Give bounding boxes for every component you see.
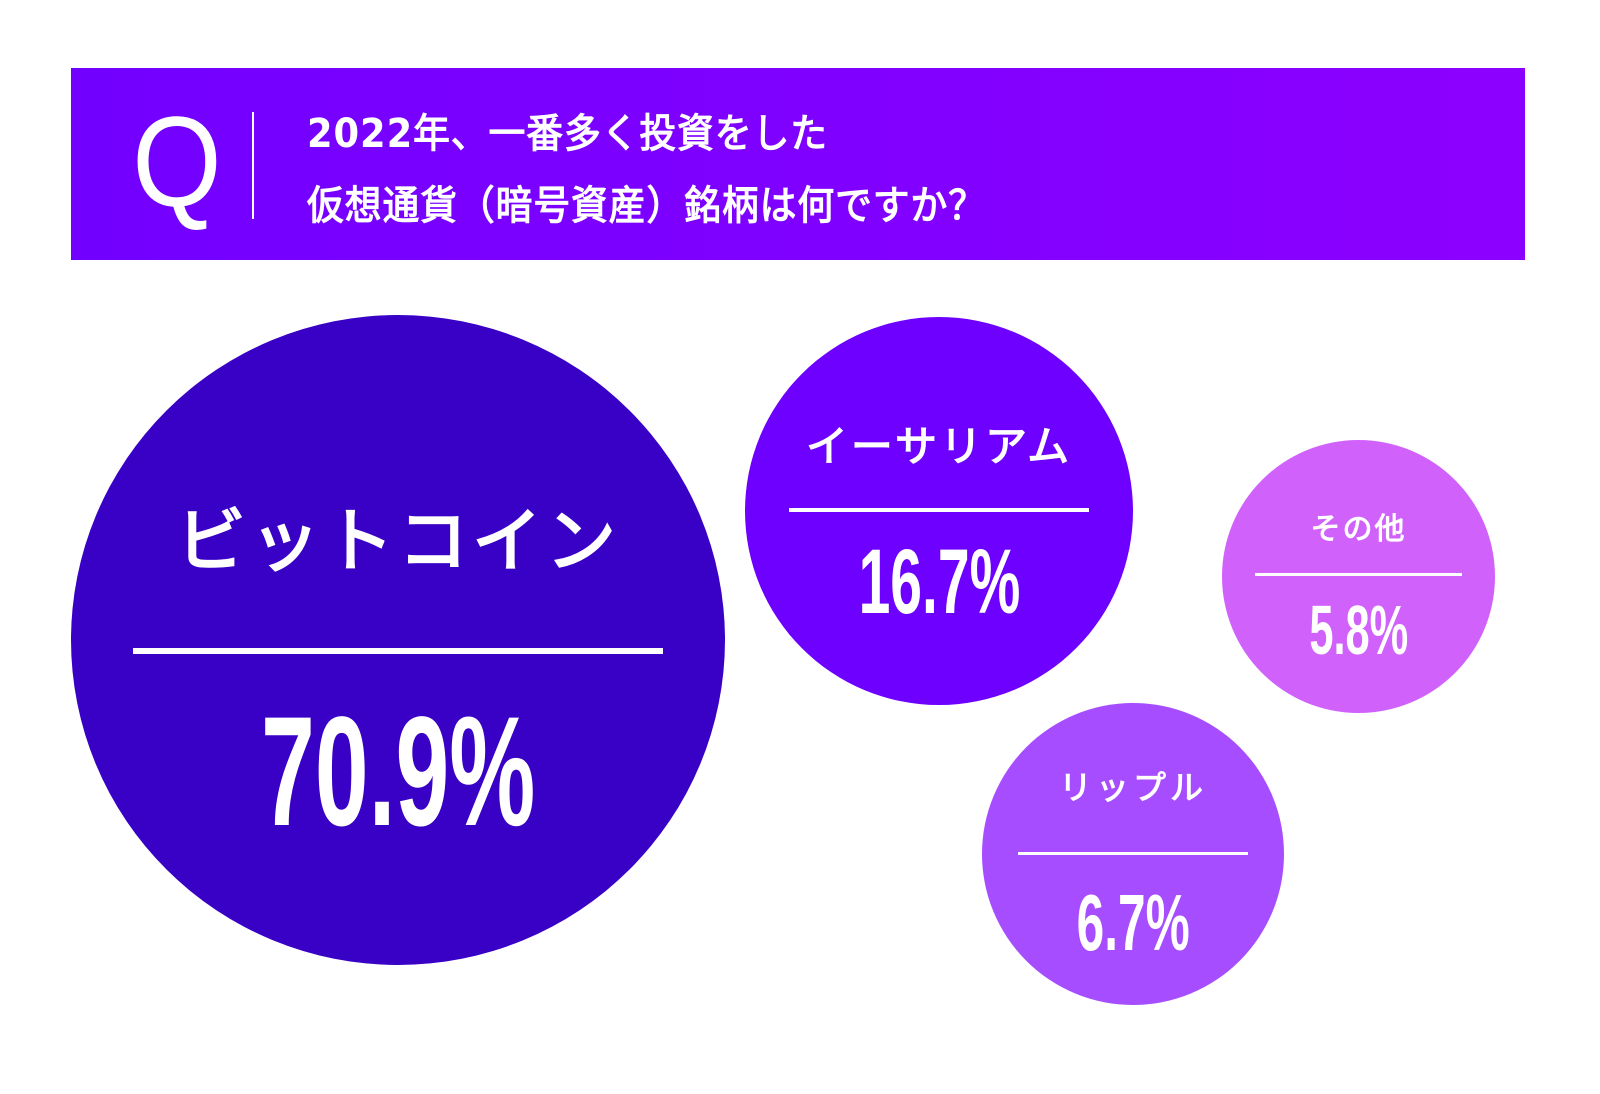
bubble-label: ビットコイン <box>176 500 620 582</box>
bubble-ripple: リップル 6.7% <box>982 703 1284 1005</box>
bubble-others: その他 5.8% <box>1222 440 1495 713</box>
question-header <box>71 68 1525 260</box>
bubble-value: 16.7% <box>745 532 1133 632</box>
bubble-value-text: 70.9% <box>260 685 536 859</box>
bubble-bitcoin: ビットコイン 70.9% <box>71 315 725 965</box>
question-line-1: 2022年、一番多く投資をした <box>307 111 829 157</box>
bubble-value: 6.7% <box>982 878 1284 968</box>
question-text: 2022年、一番多く投資をした 仮想通貨（暗号資産）銘柄は何ですか？ <box>307 98 1045 242</box>
bubble-value-text: 5.8% <box>1309 591 1408 669</box>
bubble-divider <box>789 508 1089 512</box>
bubble-divider <box>1018 852 1248 855</box>
header-divider <box>252 112 254 219</box>
bubble-ethereum: イーサリアム 16.7% <box>745 317 1133 705</box>
bubble-value-text: 16.7% <box>858 531 1020 633</box>
bubble-divider <box>133 648 663 654</box>
q-label: Q <box>132 91 222 234</box>
bubble-label: イーサリアム <box>805 422 1073 471</box>
bubble-label: その他 <box>1310 512 1407 547</box>
bubble-divider <box>1255 573 1462 576</box>
bubble-value: 5.8% <box>1222 590 1495 670</box>
bubble-value: 70.9% <box>71 687 725 857</box>
bubble-value-text: 6.7% <box>1076 878 1190 967</box>
bubble-label: リップル <box>1059 768 1207 807</box>
question-line-2: 仮想通貨（暗号資産）銘柄は何ですか？ <box>307 183 986 229</box>
